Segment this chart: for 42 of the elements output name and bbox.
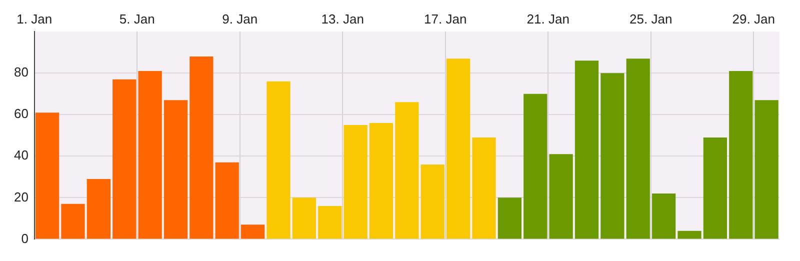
bar [524,94,548,239]
y-tick-label: 20 [14,189,28,204]
bar [35,112,60,239]
x-tick-label: 5. Jan [119,11,155,26]
y-tick-label: 60 [14,106,28,122]
bar [754,100,778,239]
bar [190,56,214,239]
bar [574,60,599,239]
x-tick-label: 9. Jan [222,11,258,26]
bar [318,206,342,239]
bar [472,137,496,239]
bar [164,100,188,239]
bar [112,79,136,239]
y-tick-label: 80 [14,64,28,80]
bar [61,204,85,239]
x-tick-label: 13. Jan [321,11,364,26]
x-tick-label: 25. Jan [630,11,672,26]
x-tick-label: 21. Jan [526,11,570,26]
bar [369,122,394,239]
bar [138,71,162,239]
bar [626,58,650,239]
bar [498,198,522,239]
bar [420,164,444,239]
y-tick-label: 0 [21,230,28,246]
bar [344,125,368,239]
bar [549,154,573,239]
bar [86,178,110,239]
x-tick-label: 1. Jan [16,11,52,26]
bar [703,137,727,239]
bar [652,194,676,239]
bar [678,230,702,239]
bar [240,224,265,239]
bar [446,58,470,239]
bar [292,198,316,239]
x-tick-label: 29. Jan [732,11,775,26]
bar [729,71,753,239]
bar [395,102,419,239]
bar [215,162,239,239]
bar [266,81,290,239]
bar [600,73,624,239]
y-tick-label: 40 [14,148,28,163]
x-tick-label: 17. Jan [424,11,467,26]
